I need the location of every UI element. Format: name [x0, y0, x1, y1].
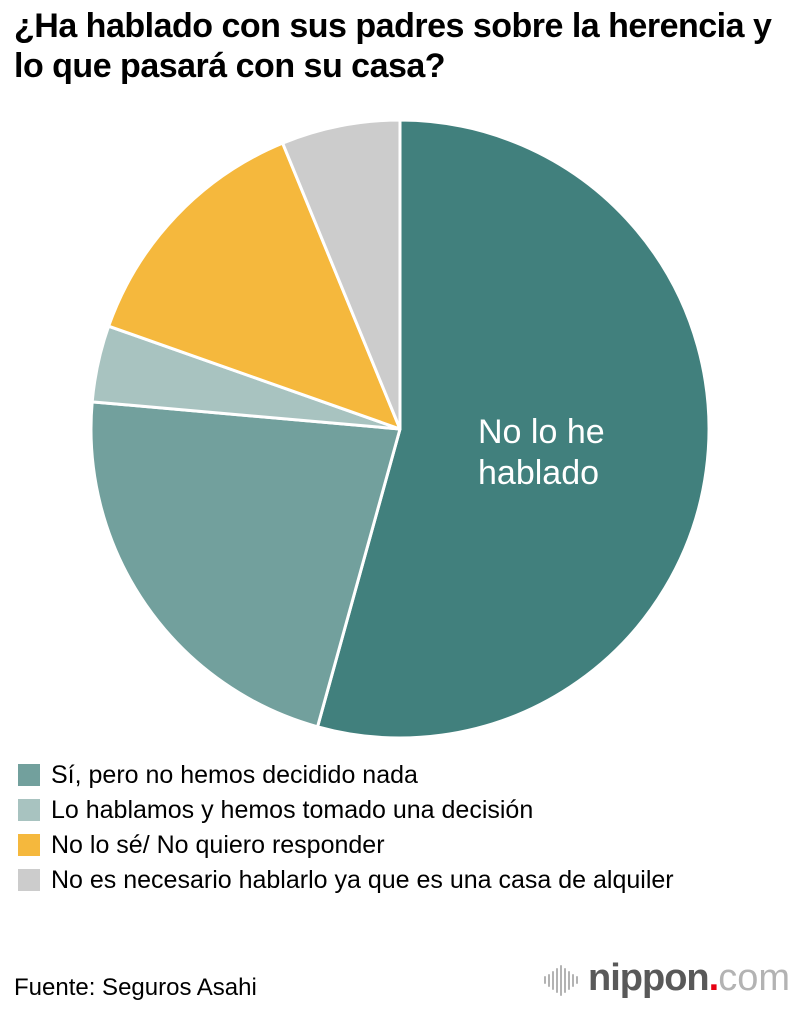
legend-label: Lo hablamos y hemos tomado una decisión: [51, 795, 534, 824]
legend-item: Sí, pero no hemos decidido nada: [18, 761, 674, 789]
legend-label: No es necesario hablarlo ya que es una c…: [51, 865, 674, 894]
legend-item: No lo sé/ No quiero responder: [18, 831, 674, 859]
legend: Sí, pero no hemos decidido nada Lo habla…: [18, 761, 674, 904]
pie-slice: [89, 400, 402, 729]
legend-swatch-icon: [18, 799, 40, 821]
chart-title: ¿Ha hablado con sus padres sobre la here…: [14, 7, 772, 85]
legend-swatch-icon: [18, 764, 40, 786]
pie-slice: [281, 118, 402, 431]
pie-slice-label: No lo he hablado: [478, 412, 605, 494]
source-label: Fuente: Seguros Asahi: [14, 974, 257, 1001]
logo-tld: com: [718, 957, 790, 999]
legend-swatch-icon: [18, 834, 40, 856]
legend-swatch-icon: [18, 869, 40, 891]
pie-slice: [316, 118, 711, 740]
legend-item: No es necesario hablarlo ya que es una c…: [18, 866, 674, 894]
logo-name: nippon: [588, 957, 710, 999]
pie-slice: [107, 141, 402, 431]
legend-label: Sí, pero no hemos decidido nada: [51, 760, 418, 789]
pie-slice-label-line2: hablado: [478, 454, 600, 492]
pie-svg: [89, 118, 711, 740]
legend-item: Lo hablamos y hemos tomado una decisión: [18, 796, 674, 824]
soundwave-icon: [543, 964, 579, 996]
nippon-logo: nippon.com: [543, 956, 790, 1000]
logo-dot-icon: .: [708, 957, 720, 999]
pie-slice-label-line1: No lo he: [478, 413, 605, 451]
legend-label: No lo sé/ No quiero responder: [51, 830, 385, 859]
pie-chart: No lo he hablado: [0, 110, 800, 750]
